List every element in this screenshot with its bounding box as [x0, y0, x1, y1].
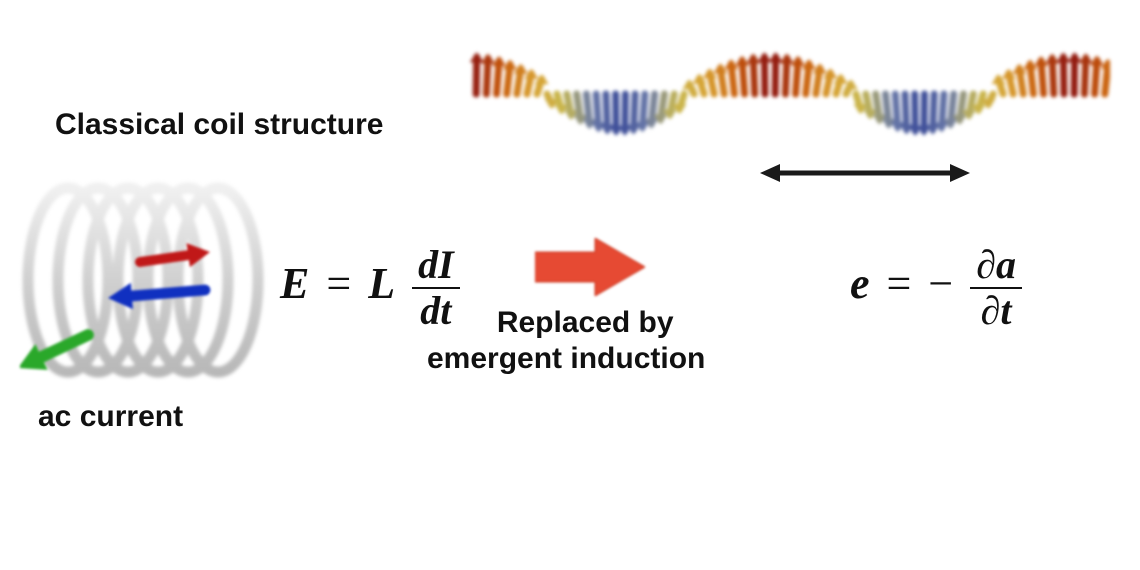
eq-left-E: E	[280, 259, 309, 308]
eq-right-minus: −	[928, 259, 953, 308]
ac-current-label: ac current	[38, 400, 183, 434]
eq-right-e: e	[850, 259, 870, 308]
eq-right-num: ∂a	[976, 242, 1016, 287]
spin-wave-graphic	[470, 28, 1110, 148]
eq-left-fraction: dI dt	[412, 245, 460, 331]
eq-left-L: L	[368, 259, 395, 308]
replaced-by-label: Replaced by emergent induction	[465, 305, 705, 377]
double-arrow-icon	[760, 158, 970, 188]
equation-emergent: e = − ∂a ∂t	[850, 245, 1022, 331]
eq-right-den: ∂t	[981, 288, 1012, 333]
replaced-line1: Replaced by	[465, 305, 705, 341]
replaced-line2: emergent induction	[427, 341, 705, 377]
eq-right-fraction: ∂a ∂t	[970, 245, 1022, 331]
eq-right-equals: =	[881, 259, 918, 308]
coil-inner-arrows	[20, 165, 300, 395]
eq-left-num: dI	[418, 242, 454, 287]
eq-left-den: dt	[420, 288, 451, 333]
equation-classical: E = L dI dt	[280, 245, 460, 331]
eq-left-equals: =	[320, 259, 357, 308]
classical-title-label: Classical coil structure	[55, 108, 383, 142]
center-arrow-icon	[535, 238, 645, 296]
